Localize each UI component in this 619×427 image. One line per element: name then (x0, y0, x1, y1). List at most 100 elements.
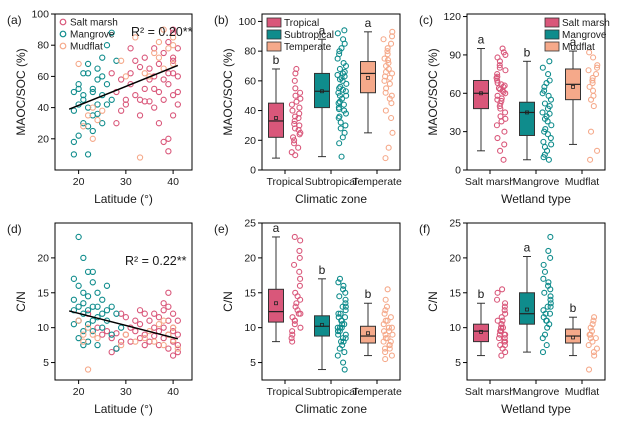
jitter-point (498, 321, 505, 328)
jitter-point (297, 129, 304, 136)
jitter-point (292, 289, 299, 296)
jitter-point (498, 314, 505, 321)
data-point-salt-marsh (108, 348, 115, 356)
jitter-point (593, 147, 601, 154)
data-point-salt-marsh (169, 70, 177, 77)
jitter-point (589, 77, 596, 84)
data-point-salt-marsh (165, 81, 172, 88)
data-point-mudflat (117, 341, 125, 349)
data-point-mudflat (160, 341, 167, 349)
jitter-point (295, 310, 302, 317)
panel-a: (a) 20 40 60 80 100 MAOC/SOC (%) Latitude (°) 20… (7, 9, 193, 207)
jitter-point (384, 48, 391, 55)
data-point-mudflat (75, 317, 82, 324)
jitter-point (501, 128, 508, 135)
data-point-mangrove (89, 88, 96, 96)
legend-swatch (266, 29, 282, 40)
data-point-mudflat (160, 317, 167, 324)
r-squared-annotation: R² = 0.22** (125, 254, 187, 268)
jitter-point (494, 77, 501, 84)
panel-b: (b) 0 20 40 60 80 100 MAOC/SOC (%) Climatic zone… (214, 13, 402, 206)
jitter-point (586, 83, 593, 90)
jitter-point (335, 100, 342, 107)
data-point-mangrove (99, 310, 106, 317)
jitter-point (291, 233, 298, 241)
jitter-point (335, 310, 342, 317)
data-point-salt-marsh (165, 135, 172, 142)
data-point-salt-marsh (160, 76, 167, 83)
jitter-point (502, 349, 509, 356)
data-point-salt-marsh (117, 76, 125, 83)
data-point-mudflat (94, 116, 101, 124)
mean-marker (366, 331, 370, 336)
significance-letter: b (478, 287, 485, 301)
mean-marker (525, 307, 529, 312)
jitter-point (334, 71, 341, 78)
data-point-mudflat (169, 42, 177, 49)
jitter-point (493, 296, 501, 303)
jitter-point (541, 100, 548, 107)
jitter-point (593, 345, 600, 352)
y-tick-label: 90 (449, 49, 461, 61)
jitter-point (387, 314, 394, 321)
box-mangrove (519, 292, 535, 325)
x-axis-label: Latitude (°) (94, 402, 153, 416)
jitter-point (293, 98, 300, 105)
data-point-salt-marsh (132, 328, 139, 335)
data-point-salt-marsh (132, 57, 139, 64)
jitter-point (381, 55, 388, 62)
x-axis-label: Wetland type (501, 402, 571, 416)
jitter-point (342, 335, 349, 342)
jitter-point (288, 149, 295, 156)
box-subtropical (314, 72, 330, 109)
x-axis-label: Climatic zone (295, 192, 367, 206)
y-tick-label: 100 (238, 16, 256, 28)
y-tick-label: 20 (37, 133, 49, 145)
y-tick-label: 80 (244, 46, 256, 58)
panel-f: (f) 5 10 15 20 25 C/N Wetland type Salt marsh b Ma… (419, 218, 606, 416)
data-point-salt-marsh (169, 91, 177, 99)
jitter-point (547, 254, 554, 261)
y-tick-label: 120 (443, 11, 461, 23)
x-tick-label: 20 (73, 176, 85, 188)
data-point-salt-marsh (141, 341, 148, 349)
data-point-mudflat (84, 366, 92, 373)
mean-marker (525, 110, 529, 115)
jitter-point (339, 342, 346, 349)
jitter-point (336, 76, 344, 83)
regression-line (68, 64, 179, 110)
jitter-point (339, 286, 347, 293)
data-point-mudflat (94, 334, 101, 342)
jitter-point (545, 156, 552, 163)
jitter-point (334, 30, 341, 37)
jitter-point (340, 282, 347, 289)
data-point-mangrove (108, 331, 115, 338)
data-point-salt-marsh (155, 60, 163, 68)
jitter-point (501, 82, 508, 89)
data-point-mangrove (99, 54, 106, 61)
jitter-point (292, 113, 299, 120)
data-point-mangrove (84, 60, 92, 68)
jitter-point (546, 58, 553, 65)
x-tick-label: Salt marsh (465, 386, 515, 398)
y-tick-label: 60 (244, 75, 256, 87)
jitter-point (297, 95, 304, 102)
data-point-mudflat (89, 135, 96, 142)
data-point-salt-marsh (160, 96, 167, 103)
jitter-point (337, 125, 344, 132)
jitter-point (498, 97, 505, 105)
jitter-point (585, 366, 593, 373)
legend-label: Tropical (284, 18, 319, 29)
x-tick-label: Mudflat (565, 386, 600, 398)
jitter-point (539, 349, 547, 356)
data-point-mudflat (169, 324, 177, 331)
jitter-point (297, 89, 304, 96)
jitter-point (545, 71, 552, 78)
jitter-point (288, 335, 295, 342)
data-point-salt-marsh (132, 317, 139, 324)
data-point-mangrove (99, 296, 106, 303)
data-point-salt-marsh (174, 331, 181, 338)
jitter-point (334, 324, 341, 331)
data-point-salt-marsh (174, 88, 181, 96)
x-tick-label: 30 (120, 386, 132, 398)
